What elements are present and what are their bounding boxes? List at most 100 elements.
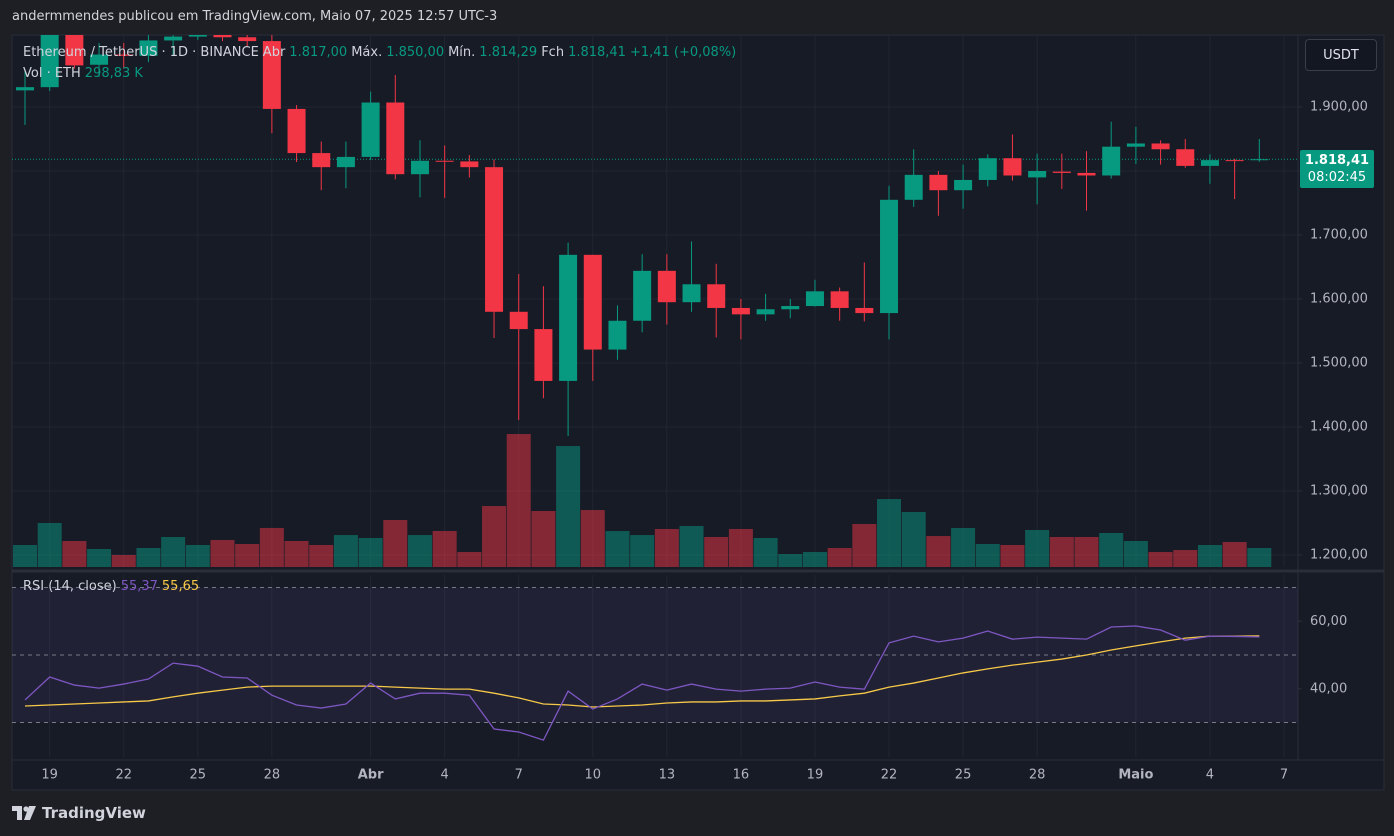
candle-body xyxy=(1126,143,1145,147)
symbol-legend: Ethereum / TetherUS · 1D · BINANCE Abr 1.… xyxy=(23,45,736,60)
volume-bar xyxy=(1049,536,1074,567)
volume-bar xyxy=(827,547,852,567)
volume-bar xyxy=(136,547,161,567)
volume-bar xyxy=(901,512,926,567)
candle-body xyxy=(559,254,578,381)
last-price-label: 1.818,41 08:02:45 xyxy=(1300,150,1374,189)
candle-body xyxy=(608,320,627,350)
candle-body xyxy=(1077,172,1096,176)
publish-info: andermmendes publicou em TradingView.com… xyxy=(12,9,497,24)
y-tick-label: 1.700,00 xyxy=(1310,228,1368,243)
volume-bar xyxy=(457,551,482,567)
rsi-layer xyxy=(12,586,1298,741)
candle-body xyxy=(880,199,899,314)
candle-body xyxy=(805,291,824,307)
x-tick-label: 4 xyxy=(1206,768,1214,783)
candle-body xyxy=(1250,159,1269,161)
volume-bar xyxy=(531,510,556,567)
ohlc-legend: Abr 1.817,00 Máx. 1.850,00 Mín. 1.814,29 Fch 1.… xyxy=(263,45,626,60)
x-tick-label: 25 xyxy=(190,768,207,783)
volume-bar xyxy=(210,539,235,567)
volume-bar xyxy=(975,543,1000,567)
rsi-ma-value: 55,65 xyxy=(161,579,200,594)
volume-bar xyxy=(111,554,136,567)
x-tick-label: Maio xyxy=(1118,768,1153,783)
volume-bar xyxy=(284,540,309,567)
volume-bar xyxy=(1222,542,1247,567)
candle-body xyxy=(756,309,775,315)
rsi-title: RSI (14, close) xyxy=(23,579,117,594)
volume-legend: Vol · ETH 298,83 K xyxy=(23,66,143,81)
x-tick-label: 7 xyxy=(1280,768,1288,783)
volume-bar xyxy=(951,527,976,567)
candle-body xyxy=(485,167,504,312)
volume-bar xyxy=(432,531,457,567)
candle-body xyxy=(90,54,109,65)
brand-text: TradingView xyxy=(42,804,146,822)
volume-bar xyxy=(13,545,37,567)
candle-body xyxy=(781,306,800,310)
volume-bar xyxy=(728,528,753,567)
volume-bar xyxy=(605,531,630,567)
ohlc-key: Mín. xyxy=(448,45,476,60)
candle-body xyxy=(633,270,652,321)
currency-button[interactable]: USDT xyxy=(1305,39,1377,71)
volume-bar xyxy=(62,540,87,567)
ohlc-value: 1.850,00 xyxy=(386,45,445,60)
x-tick-label: 19 xyxy=(807,768,824,783)
brand-icon xyxy=(12,806,36,820)
volume-bar xyxy=(482,506,507,567)
brand-logo[interactable]: TradingView xyxy=(12,804,146,822)
x-tick-label: 19 xyxy=(41,768,58,783)
symbol-title: Ethereum / TetherUS · 1D · BINANCE xyxy=(23,45,259,60)
volume-bar xyxy=(1000,545,1025,567)
x-tick-label: 16 xyxy=(733,768,750,783)
y-tick-label: 1.200,00 xyxy=(1310,548,1368,563)
candle-body xyxy=(188,35,207,37)
x-tick-label: 7 xyxy=(515,768,523,783)
candle-body xyxy=(1225,160,1244,162)
volume-bar xyxy=(1148,551,1173,567)
candle-body xyxy=(1003,158,1022,176)
candle-body xyxy=(1102,146,1121,176)
ohlc-value: 1.814,29 xyxy=(479,45,538,60)
candle-body xyxy=(1200,160,1219,166)
candle-body xyxy=(1151,143,1170,150)
candle-body xyxy=(731,307,750,315)
volume-bar xyxy=(1247,548,1272,567)
y-tick-label: 1.900,00 xyxy=(1310,100,1368,115)
candle-body xyxy=(904,174,923,200)
volume-value: 298,83 K xyxy=(84,66,143,81)
candle-body xyxy=(682,284,701,303)
volume-bar xyxy=(1173,550,1198,567)
candle-body xyxy=(707,284,726,308)
ohlc-key: Fch xyxy=(541,45,565,60)
candle-body xyxy=(287,108,306,154)
rsi-value: 55,37 xyxy=(120,579,158,594)
volume-bar xyxy=(580,510,605,567)
volume-bar xyxy=(654,528,679,567)
candle-body xyxy=(855,307,874,314)
x-tick-label: Abr xyxy=(358,768,384,783)
candle-body xyxy=(657,270,676,303)
candle-body xyxy=(336,156,355,168)
rsi-legend: RSI (14, close) 55,37 55,65 xyxy=(23,579,199,594)
candle-body xyxy=(139,40,158,56)
candle-body xyxy=(460,161,479,168)
volume-bar xyxy=(679,525,704,567)
ohlc-key: Abr xyxy=(262,45,286,60)
chart-frame xyxy=(11,34,1385,791)
last-price: 1.818,41 xyxy=(1304,153,1370,169)
x-tick-label: 4 xyxy=(441,768,449,783)
volume-layer xyxy=(13,434,1272,567)
volume-bar xyxy=(877,499,902,567)
volume-bar xyxy=(235,543,260,567)
volume-bar xyxy=(630,535,655,567)
volume-bar xyxy=(1197,545,1222,567)
volume-bar xyxy=(358,538,383,567)
x-tick-label: 22 xyxy=(115,768,132,783)
volume-bar xyxy=(1099,532,1124,567)
candle-body xyxy=(386,102,405,175)
